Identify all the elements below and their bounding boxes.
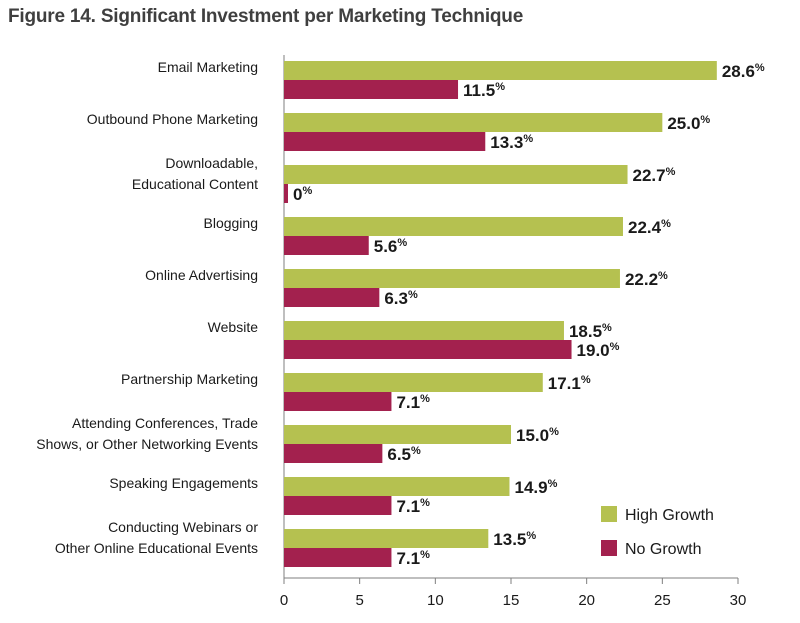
- category-label: Attending Conferences, Trade Shows, or Ot…: [36, 415, 258, 452]
- value-label-high-growth: 18.5%: [569, 322, 612, 341]
- bar-no-growth: [284, 132, 486, 151]
- value-label-high-growth: 22.4%: [628, 218, 671, 237]
- bar-high-growth: [284, 529, 489, 548]
- bar-no-growth: [284, 340, 572, 359]
- bar-no-growth: [284, 236, 369, 255]
- bar-high-growth: [284, 113, 663, 132]
- x-tick-label: 20: [578, 592, 595, 609]
- x-tick-label: 30: [730, 592, 747, 609]
- bar-high-growth: [284, 477, 510, 496]
- legend-no-growth-label: No Growth: [625, 541, 701, 558]
- x-tick-label: 5: [355, 592, 363, 609]
- legend-high-growth-swatch: [601, 506, 617, 522]
- bar-no-growth: [284, 288, 380, 307]
- legend-no-growth-swatch: [601, 540, 617, 556]
- value-label-no-growth: 11.5%: [463, 81, 505, 100]
- category-label: Online Advertising: [145, 267, 258, 283]
- value-label-high-growth: 28.6%: [722, 62, 765, 81]
- value-label-high-growth: 25.0%: [667, 114, 710, 133]
- bar-no-growth: [284, 548, 392, 567]
- value-label-high-growth: 22.2%: [625, 270, 668, 289]
- value-label-no-growth: 13.3%: [490, 133, 533, 152]
- category-label: Downloadable, Educational Content: [132, 155, 258, 192]
- category-label: Partnership Marketing: [121, 371, 258, 387]
- bar-high-growth: [284, 165, 628, 184]
- bar-no-growth: [284, 184, 288, 203]
- value-label-no-growth: 7.1%: [396, 497, 430, 516]
- bar-no-growth: [284, 392, 392, 411]
- bar-high-growth: [284, 425, 511, 444]
- value-label-no-growth: 6.5%: [387, 445, 421, 464]
- bar-no-growth: [284, 80, 459, 99]
- value-label-high-growth: 14.9%: [514, 478, 557, 497]
- category-label: Website: [208, 319, 259, 335]
- value-label-high-growth: 15.0%: [516, 426, 559, 445]
- x-tick-label: 25: [654, 592, 671, 609]
- value-label-high-growth: 22.7%: [633, 166, 676, 185]
- bar-high-growth: [284, 373, 543, 392]
- value-label-no-growth: 5.6%: [374, 237, 408, 256]
- chart-title: Figure 14. Significant Investment per Ma…: [8, 6, 524, 27]
- x-tick-label: 0: [280, 592, 288, 609]
- value-label-high-growth: 17.1%: [548, 374, 591, 393]
- bar-high-growth: [284, 269, 620, 288]
- bar-no-growth: [284, 444, 383, 463]
- value-label-no-growth: 7.1%: [396, 549, 430, 568]
- legend-high-growth-label: High Growth: [625, 507, 714, 524]
- value-label-no-growth: 6.3%: [384, 289, 418, 308]
- x-tick-label: 15: [503, 592, 520, 609]
- category-label: Blogging: [204, 215, 259, 231]
- bar-no-growth: [284, 496, 392, 515]
- bar-high-growth: [284, 217, 623, 236]
- category-label: Conducting Webinars or Other Online Educa…: [55, 519, 258, 556]
- value-label-high-growth: 13.5%: [493, 530, 536, 549]
- category-label: Email Marketing: [158, 59, 258, 75]
- category-label: Speaking Engagements: [109, 475, 258, 491]
- value-label-no-growth: 0%: [293, 185, 312, 204]
- value-label-no-growth: 19.0%: [577, 341, 620, 360]
- bar-high-growth: [284, 321, 564, 340]
- value-label-no-growth: 7.1%: [396, 393, 430, 412]
- bar-high-growth: [284, 61, 717, 80]
- category-label: Outbound Phone Marketing: [87, 111, 258, 127]
- x-tick-label: 10: [427, 592, 444, 609]
